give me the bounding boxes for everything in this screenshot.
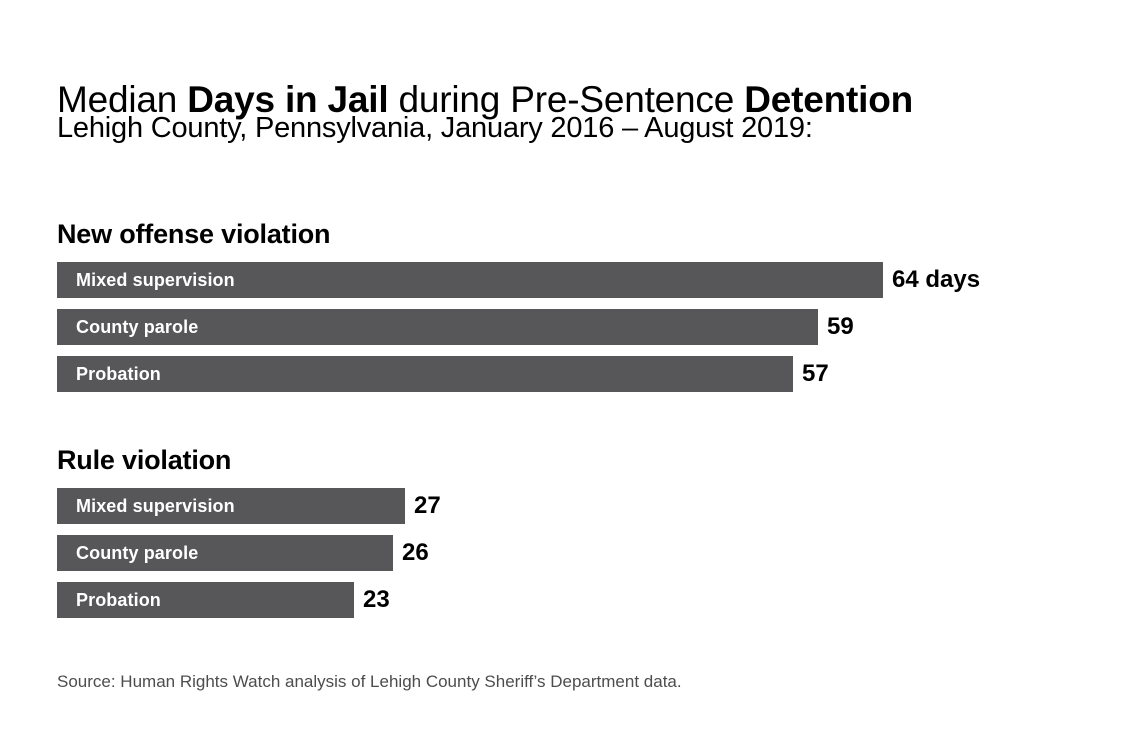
bar: Probation [57,356,793,392]
bar-row: Mixed supervision 27 [57,488,1086,524]
title-part: Median [57,78,188,120]
bar-row: Probation 23 [57,582,1086,618]
bar: Probation [57,582,354,618]
title-part: during Pre-Sentence [388,78,745,120]
title-part: Detention [744,78,914,120]
bar: Mixed supervision [57,262,883,298]
bar-value-label: 64 days [892,266,981,293]
bar-row: County parole 26 [57,535,1086,571]
bar-row: County parole 59 [57,309,1086,345]
group-heading: New offense violation [57,219,331,249]
chart-subtitle: Lehigh County, Pennsylvania, January 201… [57,112,813,144]
bar: County parole [57,309,818,345]
bar-category-label: Mixed supervision [76,269,235,290]
bar: County parole [57,535,393,571]
bar-category-label: County parole [76,316,199,337]
bar: Mixed supervision [57,488,405,524]
bar-value-label: 59 [827,313,854,340]
bar-category-label: Probation [76,363,161,384]
bar-value-label: 27 [414,492,441,519]
bar-category-label: Mixed supervision [76,495,235,516]
bar-group: Rule violation Mixed supervision 27 County … [57,444,1086,629]
bar-row: Probation 57 [57,356,1086,392]
bar-row: Mixed supervision 64 days [57,262,1086,298]
bar-value-label: 57 [802,360,829,387]
bar-category-label: Probation [76,589,161,610]
source-note: Source: Human Rights Watch analysis of L… [57,672,682,691]
bar-value-label: 23 [363,586,390,613]
title-part: Days in Jail [187,78,389,120]
group-heading: Rule violation [57,445,232,475]
bar-group: New offense violation Mixed supervision 64… [57,218,1086,403]
bar-value-label: 26 [402,539,429,566]
bar-category-label: County parole [76,542,199,563]
chart-title: Median Days in Jail during Pre-Sentence … [57,78,913,122]
